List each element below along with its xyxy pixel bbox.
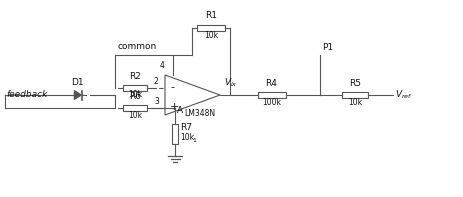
Bar: [197, 25, 225, 31]
Text: +: +: [170, 102, 179, 112]
Polygon shape: [165, 75, 220, 115]
Text: $V_{ix}$: $V_{ix}$: [224, 76, 238, 89]
Bar: [123, 85, 147, 91]
Text: 1: 1: [192, 138, 196, 143]
Text: feedback: feedback: [6, 89, 47, 98]
Text: 10k: 10k: [204, 31, 218, 40]
Text: R5: R5: [349, 79, 361, 88]
Polygon shape: [74, 90, 81, 99]
Bar: [257, 92, 286, 98]
Text: -: -: [170, 82, 174, 92]
Text: P1: P1: [322, 43, 333, 52]
Text: 4: 4: [160, 61, 164, 70]
Text: 10k: 10k: [128, 111, 142, 120]
Text: A: A: [177, 106, 183, 114]
Text: 2: 2: [154, 77, 159, 86]
Text: R7: R7: [180, 124, 192, 133]
Text: 3: 3: [154, 97, 159, 106]
Text: $V_{ref}$: $V_{ref}$: [395, 89, 413, 101]
Text: R6: R6: [129, 92, 141, 101]
Text: D1: D1: [71, 78, 83, 87]
Text: R1: R1: [205, 11, 217, 20]
Bar: [123, 105, 147, 111]
Bar: [342, 92, 368, 98]
Text: 100k: 100k: [262, 98, 281, 107]
Text: common: common: [117, 42, 156, 51]
Text: 10k: 10k: [128, 89, 142, 98]
Bar: [172, 124, 178, 144]
Text: LM348N: LM348N: [184, 109, 216, 117]
Text: 10k: 10k: [180, 134, 194, 142]
Text: 10k: 10k: [348, 98, 362, 107]
Text: R2: R2: [129, 72, 141, 81]
Text: R4: R4: [266, 79, 277, 88]
